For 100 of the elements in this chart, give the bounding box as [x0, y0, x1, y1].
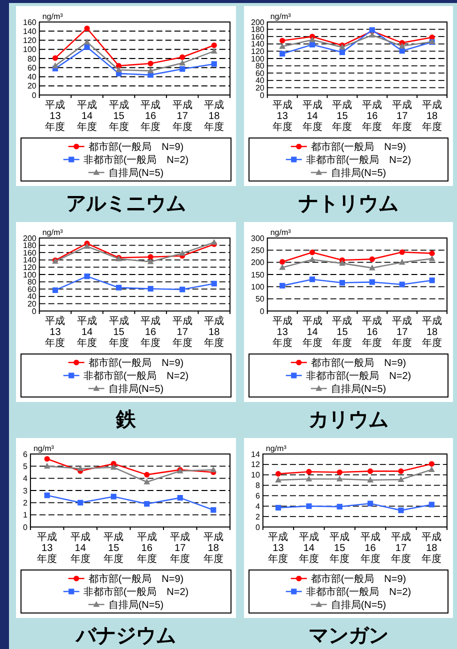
x-tick-label: 平成15年度: [108, 99, 129, 133]
point: [211, 280, 217, 286]
y-tick-label: 180: [23, 241, 37, 250]
x-tick-label: 平成14年度: [77, 99, 98, 133]
point: [309, 276, 316, 282]
text: バナジウム: [75, 625, 176, 647]
point: [279, 264, 286, 270]
text: 鉄: [115, 409, 137, 431]
point: [399, 282, 405, 288]
x-tick-label: 平成17年度: [390, 531, 411, 565]
x-tick-label: 平成14年度: [302, 99, 322, 133]
point: [275, 471, 282, 477]
y-tick-label: 12: [251, 460, 260, 470]
y-tick-label: 10: [251, 470, 260, 480]
y-tick-label: 6: [255, 492, 260, 501]
x-tick-label: 平成15年度: [330, 531, 350, 565]
x-tick-label: 平成18年度: [422, 315, 442, 349]
point: [399, 249, 405, 255]
point: [180, 66, 186, 72]
point: [336, 469, 342, 476]
y-tick-label: 14: [251, 450, 260, 459]
point: [429, 250, 435, 256]
point: [398, 42, 406, 48]
y-tick-label: 40: [27, 292, 37, 302]
legend-label: 非都市部(一般局 N=2): [83, 586, 189, 598]
point: [368, 264, 376, 270]
x-tick-label: 平成18年度: [422, 531, 442, 565]
text: ナトリウム: [298, 193, 398, 215]
point: [275, 476, 282, 482]
y-tick-label: 200: [23, 234, 37, 243]
x-tick-label: 平成17年度: [392, 315, 412, 349]
y-tick-label: 1: [23, 510, 28, 520]
point: [398, 468, 404, 474]
x-tick-label: 平成18年度: [204, 315, 224, 349]
legend-label: 自排局(N=5): [330, 599, 386, 612]
point: [367, 500, 374, 506]
point: [78, 500, 84, 506]
y-tick-label: 120: [23, 263, 37, 272]
point: [309, 256, 316, 262]
legend-label: 非都市部(一般局 N=2): [83, 370, 189, 382]
y-tick-label: 0: [260, 306, 265, 316]
x-tick-label: 平成13年度: [272, 315, 292, 349]
legend-label: 都市部(一般局 N=9): [88, 573, 184, 586]
point: [280, 50, 286, 57]
x-tick-label: 平成13年度: [272, 99, 292, 133]
x-tick-label: 平成17年度: [392, 99, 412, 133]
y-tick-label: 200: [251, 18, 265, 27]
y-tick-label: 80: [27, 278, 37, 287]
point: [368, 32, 376, 38]
point: [367, 476, 374, 482]
y-tick-label: 60: [27, 63, 37, 72]
y-axis-title: ng/m³: [42, 12, 64, 21]
y-tick-label: 4: [255, 502, 260, 511]
text: カリウム: [308, 409, 388, 431]
point: [309, 250, 316, 256]
legend-label: 非都市部(一般局 N=2): [306, 370, 412, 382]
y-axis-title: ng/m³: [42, 228, 64, 237]
point: [339, 49, 346, 56]
point: [211, 61, 217, 67]
y-tick-label: 120: [23, 36, 37, 46]
point: [148, 254, 154, 260]
y-tick-label: 160: [251, 32, 265, 42]
y-tick-label: 0: [23, 522, 28, 532]
x-tick-label: 平成16年度: [362, 315, 382, 349]
text: アルミニウム: [66, 193, 186, 215]
x-tick-label: 平成17年度: [170, 531, 190, 565]
point: [428, 502, 434, 508]
x-tick-label: 平成13年度: [268, 531, 288, 565]
point: [428, 466, 435, 472]
y-tick-label: 300: [251, 234, 265, 243]
point: [280, 282, 286, 288]
y-tick-label: 200: [251, 258, 265, 268]
point: [398, 258, 406, 265]
y-tick-label: 20: [27, 300, 37, 308]
legend-label: 自排局(N=5): [108, 167, 164, 180]
point: [148, 286, 154, 292]
legend-label: 非都市部(一般局 N=2): [83, 154, 189, 166]
legend-label: 非都市部(一般局 N=2): [306, 154, 412, 166]
point: [84, 38, 90, 44]
x-tick-label: 平成13年度: [45, 315, 66, 349]
point: [309, 36, 316, 42]
point: [280, 259, 286, 265]
x-tick-label: 平成15年度: [332, 315, 352, 349]
point: [428, 255, 436, 262]
point: [180, 286, 186, 292]
y-tick-label: 60: [27, 284, 37, 294]
point: [52, 62, 58, 68]
point: [398, 508, 404, 514]
point: [144, 501, 150, 507]
x-tick-label: 平成16年度: [362, 99, 382, 133]
y-tick-label: 5: [23, 462, 28, 471]
y-axis-title: ng/m³: [270, 12, 292, 21]
y-tick-label: 2: [23, 498, 28, 508]
x-tick-label: 平成14年度: [298, 531, 319, 565]
y-tick-label: 60: [255, 68, 265, 78]
x-tick-label: 平成18年度: [422, 99, 442, 133]
point: [116, 66, 122, 72]
point: [306, 476, 312, 482]
point: [84, 242, 90, 249]
y-tick-label: 80: [27, 54, 37, 64]
